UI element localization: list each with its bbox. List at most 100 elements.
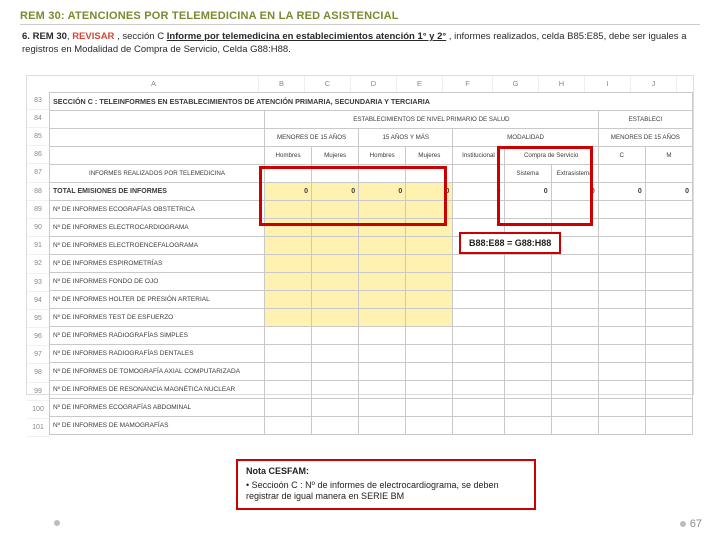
cell	[264, 200, 311, 218]
cell	[645, 362, 692, 380]
cell	[504, 254, 551, 272]
cell	[264, 236, 311, 254]
cell	[504, 272, 551, 290]
cell	[551, 200, 598, 218]
cell	[504, 218, 551, 236]
cell	[551, 344, 598, 362]
title-underline	[20, 24, 700, 25]
row-number: 96	[27, 328, 49, 346]
row-number: 100	[27, 401, 49, 419]
cell	[504, 236, 551, 254]
cell	[504, 398, 551, 416]
cell	[645, 236, 692, 254]
col-letter: B	[259, 76, 305, 92]
hdr-15ymas: 15 AÑOS Y MÁS	[359, 128, 453, 146]
col-letter: G	[493, 76, 539, 92]
cell	[598, 200, 645, 218]
row-label: Nº DE INFORMES RADIOGRAFÍAS SIMPLES	[50, 326, 265, 344]
sheet-table: SECCIÓN C : TELEINFORMES EN ESTABLECIMIE…	[49, 92, 693, 435]
cell	[645, 380, 692, 398]
cell	[264, 164, 311, 182]
cell	[312, 308, 359, 326]
cell	[504, 200, 551, 218]
bullet-underlined: Informe por telemedicina en establecimie…	[167, 31, 447, 42]
grid: SECCIÓN C : TELEINFORMES EN ESTABLECIMIE…	[49, 92, 693, 394]
cell	[312, 236, 359, 254]
cell	[453, 344, 504, 362]
cell	[453, 254, 504, 272]
cell	[50, 128, 265, 146]
cell	[359, 326, 406, 344]
cell	[645, 326, 692, 344]
cell: 0	[645, 182, 692, 200]
row-label: Nº DE INFORMES DE MAMOGRAFÍAS	[50, 416, 265, 434]
hdr-hombres: Hombres	[264, 146, 311, 164]
cell	[406, 164, 453, 182]
column-letters: ABCDEFGHIJ	[49, 76, 693, 92]
cell	[406, 398, 453, 416]
cell	[645, 344, 692, 362]
col-letter: H	[539, 76, 585, 92]
bullet-number: 6.	[22, 31, 30, 42]
note-item: Seccioón C : Nº de informes de electroca…	[246, 480, 526, 503]
col-letter: A	[49, 76, 259, 92]
cell	[359, 272, 406, 290]
cell	[645, 218, 692, 236]
cell	[406, 218, 453, 236]
cell	[551, 218, 598, 236]
cell	[645, 308, 692, 326]
hdr-menores15-b: MENORES DE 15 AÑOS	[598, 128, 692, 146]
cell	[598, 398, 645, 416]
cell	[453, 164, 504, 182]
cell: 0	[264, 182, 311, 200]
cell	[453, 416, 504, 434]
cell	[312, 326, 359, 344]
cell: 0	[598, 182, 645, 200]
cell	[551, 290, 598, 308]
cell	[551, 272, 598, 290]
cell	[504, 344, 551, 362]
row-number: 83	[27, 92, 49, 110]
hdr-institucional: Institucional	[453, 146, 504, 164]
cell: 0	[312, 182, 359, 200]
hdr-mujeres: Mujeres	[406, 146, 453, 164]
col-letter: D	[351, 76, 397, 92]
cell	[264, 398, 311, 416]
row-label: Nº DE INFORMES ECOGRAFÍAS ABDOMINAL	[50, 398, 265, 416]
note-heading: Nota CESFAM:	[246, 466, 526, 477]
cell	[264, 290, 311, 308]
cell	[598, 236, 645, 254]
cell	[453, 326, 504, 344]
cell	[645, 290, 692, 308]
row-number: 93	[27, 274, 49, 292]
cell	[406, 200, 453, 218]
row-number: 84	[27, 110, 49, 128]
cell	[645, 254, 692, 272]
cell	[359, 308, 406, 326]
cell	[406, 254, 453, 272]
cell	[312, 416, 359, 434]
cell	[406, 416, 453, 434]
row-label: Nº DE INFORMES ELECTROCARDIOGRAMA	[50, 218, 265, 236]
cell	[504, 380, 551, 398]
col-letter: J	[631, 76, 677, 92]
row-number: 94	[27, 292, 49, 310]
cell	[406, 272, 453, 290]
hdr-menores15: MENORES DE 15 AÑOS	[264, 128, 358, 146]
cell	[504, 362, 551, 380]
cell	[598, 308, 645, 326]
cell	[453, 398, 504, 416]
col-letter: F	[443, 76, 493, 92]
row-number: 86	[27, 146, 49, 164]
cell	[453, 380, 504, 398]
cell	[598, 344, 645, 362]
hdr-compra: Compra de Servicio	[504, 146, 598, 164]
cell	[406, 380, 453, 398]
cell	[598, 164, 645, 182]
cell: 0	[551, 182, 598, 200]
decorative-dot	[54, 520, 60, 526]
cell	[359, 290, 406, 308]
row-number: 85	[27, 128, 49, 146]
bullet-rem30: REM 30	[33, 31, 67, 42]
cell	[453, 218, 504, 236]
